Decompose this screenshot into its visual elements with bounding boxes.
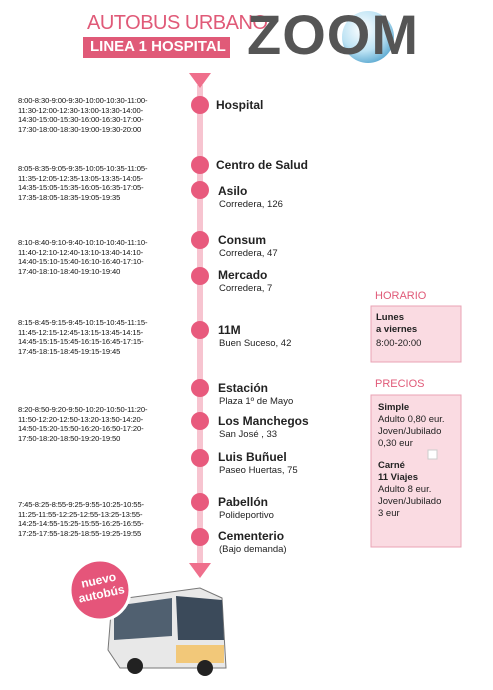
time-line: 8:05-8:35-9:05-9:35-10:05-10:35-11:05- <box>18 164 148 173</box>
time-line: 11:40-12:10-12:40-13:10-13:40-14:10- <box>18 247 144 257</box>
time-line: 17:25-17:55-18:25-18:55-19:25-19:55 <box>18 528 142 538</box>
checkbox <box>427 449 438 460</box>
time-line: 14:35-15:05-15:35-16:05-16:35-17:05- <box>18 183 144 193</box>
stop-dot <box>191 181 209 199</box>
time-line: 11:25-11:55-12:25-12:55-13:25-13:55- <box>18 509 143 519</box>
price-title: Simple <box>378 402 410 413</box>
line-name: LINEA 1 HOSPITAL <box>90 38 226 55</box>
schedule-heading: HORARIO <box>375 290 427 302</box>
schedule-box <box>370 305 462 363</box>
stop-dot <box>191 449 209 467</box>
stop-dot <box>191 267 209 285</box>
time-line: 11:50-12:20-12:50-13:20-13:50-14:20- <box>18 414 144 424</box>
time-line: 14:45-15:15-15:45-16:15-16:45-17:15- <box>18 337 144 347</box>
time-line: 14:50-15:20-15:50-16:20-16:50-17:20- <box>18 424 144 434</box>
time-line: 17:40-18:10-18:40-19:10-19:40 <box>18 266 121 276</box>
time-line: 17:30-18:00-18:30-19:00-19:30-20:00 <box>18 124 142 134</box>
time-line: 14:25-14:55-15:25-15:55-16:25-16:55- <box>18 519 144 529</box>
stop-address: Paseo Huertas, 75 <box>219 465 298 476</box>
price-line: Adulto 8 eur. <box>378 484 432 495</box>
stop-dot <box>191 231 209 249</box>
stop-name: Cementerio <box>218 529 285 543</box>
price-line: 3 eur <box>378 508 400 519</box>
stop-address: (Bajo demanda) <box>219 544 287 555</box>
price-line: 0,30 eur <box>378 438 413 449</box>
price-line: Joven/Jubilado <box>378 426 442 437</box>
time-line: 8:00-8:30-9:00-9:30-10:00-10:30-11:00- <box>18 96 148 105</box>
time-line: 7:45-8:25-8:55-9:25-9:55-10:25-10:55- <box>18 500 144 509</box>
stop-name: 11M <box>218 323 241 337</box>
stop-address: Buen Suceso, 42 <box>219 338 292 349</box>
time-line: 14:40-15:10-15:40-16:10-16:40-17:10- <box>18 257 144 267</box>
price-title: 11 Viajes <box>378 472 418 483</box>
logo: ZOOM <box>247 3 419 66</box>
stop-dot <box>191 321 209 339</box>
schedule-hours: 8:00-20:00 <box>376 338 422 349</box>
prices-box <box>370 394 462 548</box>
stop-name: Hospital <box>216 98 264 112</box>
stop-dot <box>191 528 209 546</box>
arrow-bottom <box>189 563 211 578</box>
price-line: Joven/Jubilado <box>378 496 442 507</box>
stop-dot <box>191 96 209 114</box>
stop-name: Estación <box>218 381 269 395</box>
arrow-top <box>189 73 211 88</box>
title: AUTOBUS URBANO <box>87 12 268 34</box>
time-line: 17:35-18:05-18:35-19:05-19:35 <box>18 192 121 202</box>
stop-dot <box>191 493 209 511</box>
schedule-days: a viernes <box>376 324 418 335</box>
price-line: Adulto 0,80 eur. <box>378 414 445 425</box>
time-line: 17:50-18:20-18:50-19:20-19:50 <box>18 433 121 443</box>
stop-address: Polideportivo <box>219 510 274 521</box>
logo-sphere <box>342 11 394 63</box>
bus <box>107 587 227 676</box>
stop-name: Mercado <box>218 268 268 282</box>
stop-address: San José , 33 <box>219 429 278 440</box>
stop-address: Corredera, 7 <box>219 283 273 294</box>
time-line: 8:20-8:50-9:20-9:50-10:20-10:50-11:20- <box>18 405 148 414</box>
stop-dot <box>191 412 209 430</box>
time-line: 11:30-12:00-12:30-13:00-13:30-14:00- <box>18 105 144 115</box>
stop-address: Plaza 1º de Mayo <box>219 396 294 407</box>
stop-dot <box>191 379 209 397</box>
time-line: 14:30-15:00-15:30-16:00-16:30-17:00- <box>18 115 144 125</box>
schedule-days: Lunes <box>376 312 404 323</box>
time-line: 11:35-12:05-12:35-13:05-13:35-14:05- <box>18 173 144 183</box>
stop-name: Asilo <box>218 184 248 198</box>
time-line: 17:45-18:15-18:45-19:15-19:45 <box>18 346 121 356</box>
stop-name: Pabellón <box>218 495 269 509</box>
badge <box>68 558 132 622</box>
price-title: Carné <box>378 460 405 471</box>
stop-name: Centro de Salud <box>216 158 309 172</box>
time-line: 8:10-8:40-9:10-9:40-10:10-10:40-11:10- <box>18 238 148 247</box>
time-line: 8:15-8:45-9:15-9:45-10:15-10:45-11:15- <box>18 318 148 327</box>
stop-name: Consum <box>218 233 266 247</box>
stop-address: Corredera, 47 <box>219 248 278 259</box>
stop-name: Luis Buñuel <box>218 450 287 464</box>
time-line: 11:45-12:15-12:45-13:15-13:45-14:15- <box>18 327 144 337</box>
prices-heading: PRECIOS <box>375 378 425 390</box>
stop-name: Los Manchegos <box>218 414 309 428</box>
stop-address: Corredera, 126 <box>219 199 283 210</box>
line-bar <box>83 37 230 58</box>
stop-dot <box>191 156 209 174</box>
